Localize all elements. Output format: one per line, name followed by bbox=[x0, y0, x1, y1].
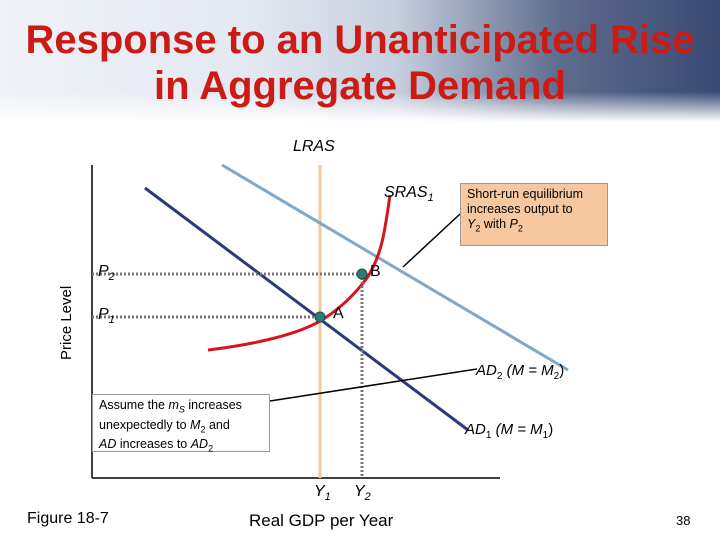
y1-label: Y1 bbox=[314, 483, 331, 504]
sras-curve bbox=[207, 194, 392, 352]
figure-label: Figure 18-7 bbox=[27, 510, 109, 527]
y-axis-label: Price Level bbox=[58, 285, 75, 360]
sras-label: SRAS1 bbox=[384, 184, 434, 205]
point-b bbox=[356, 268, 368, 280]
point-b-label: B bbox=[370, 263, 381, 280]
slide-title-line1: Response to an Unanticipated Rise bbox=[25, 18, 695, 62]
ad1-label: AD1 (M = M1) bbox=[465, 421, 554, 441]
y2-label: Y2 bbox=[354, 483, 371, 504]
page-number: 38 bbox=[676, 513, 691, 528]
y-axis-label-wrap: Price Level bbox=[56, 200, 86, 380]
callout-right-leader bbox=[402, 213, 461, 268]
title-banner bbox=[0, 0, 720, 122]
callout-short-run-equilibrium: Short-run equilibrium increases output t… bbox=[460, 183, 608, 246]
point-a bbox=[314, 311, 326, 323]
ad1-curve bbox=[144, 186, 469, 432]
x-axis-label: Real GDP per Year bbox=[249, 511, 394, 530]
p2-label: P2 bbox=[98, 263, 115, 284]
ad2-curve bbox=[221, 163, 569, 372]
lras-label: LRAS bbox=[293, 138, 335, 155]
callout-money-supply-increase: Assume the mS increases unexpectedly to … bbox=[92, 394, 270, 454]
ad2-label: AD2 (M = M2) bbox=[476, 362, 565, 382]
point-a-label: A bbox=[333, 305, 344, 322]
p1-label: P1 bbox=[98, 306, 115, 327]
slide-title-line2: in Aggregate Demand bbox=[154, 64, 566, 108]
callout-left-leader bbox=[269, 368, 478, 402]
